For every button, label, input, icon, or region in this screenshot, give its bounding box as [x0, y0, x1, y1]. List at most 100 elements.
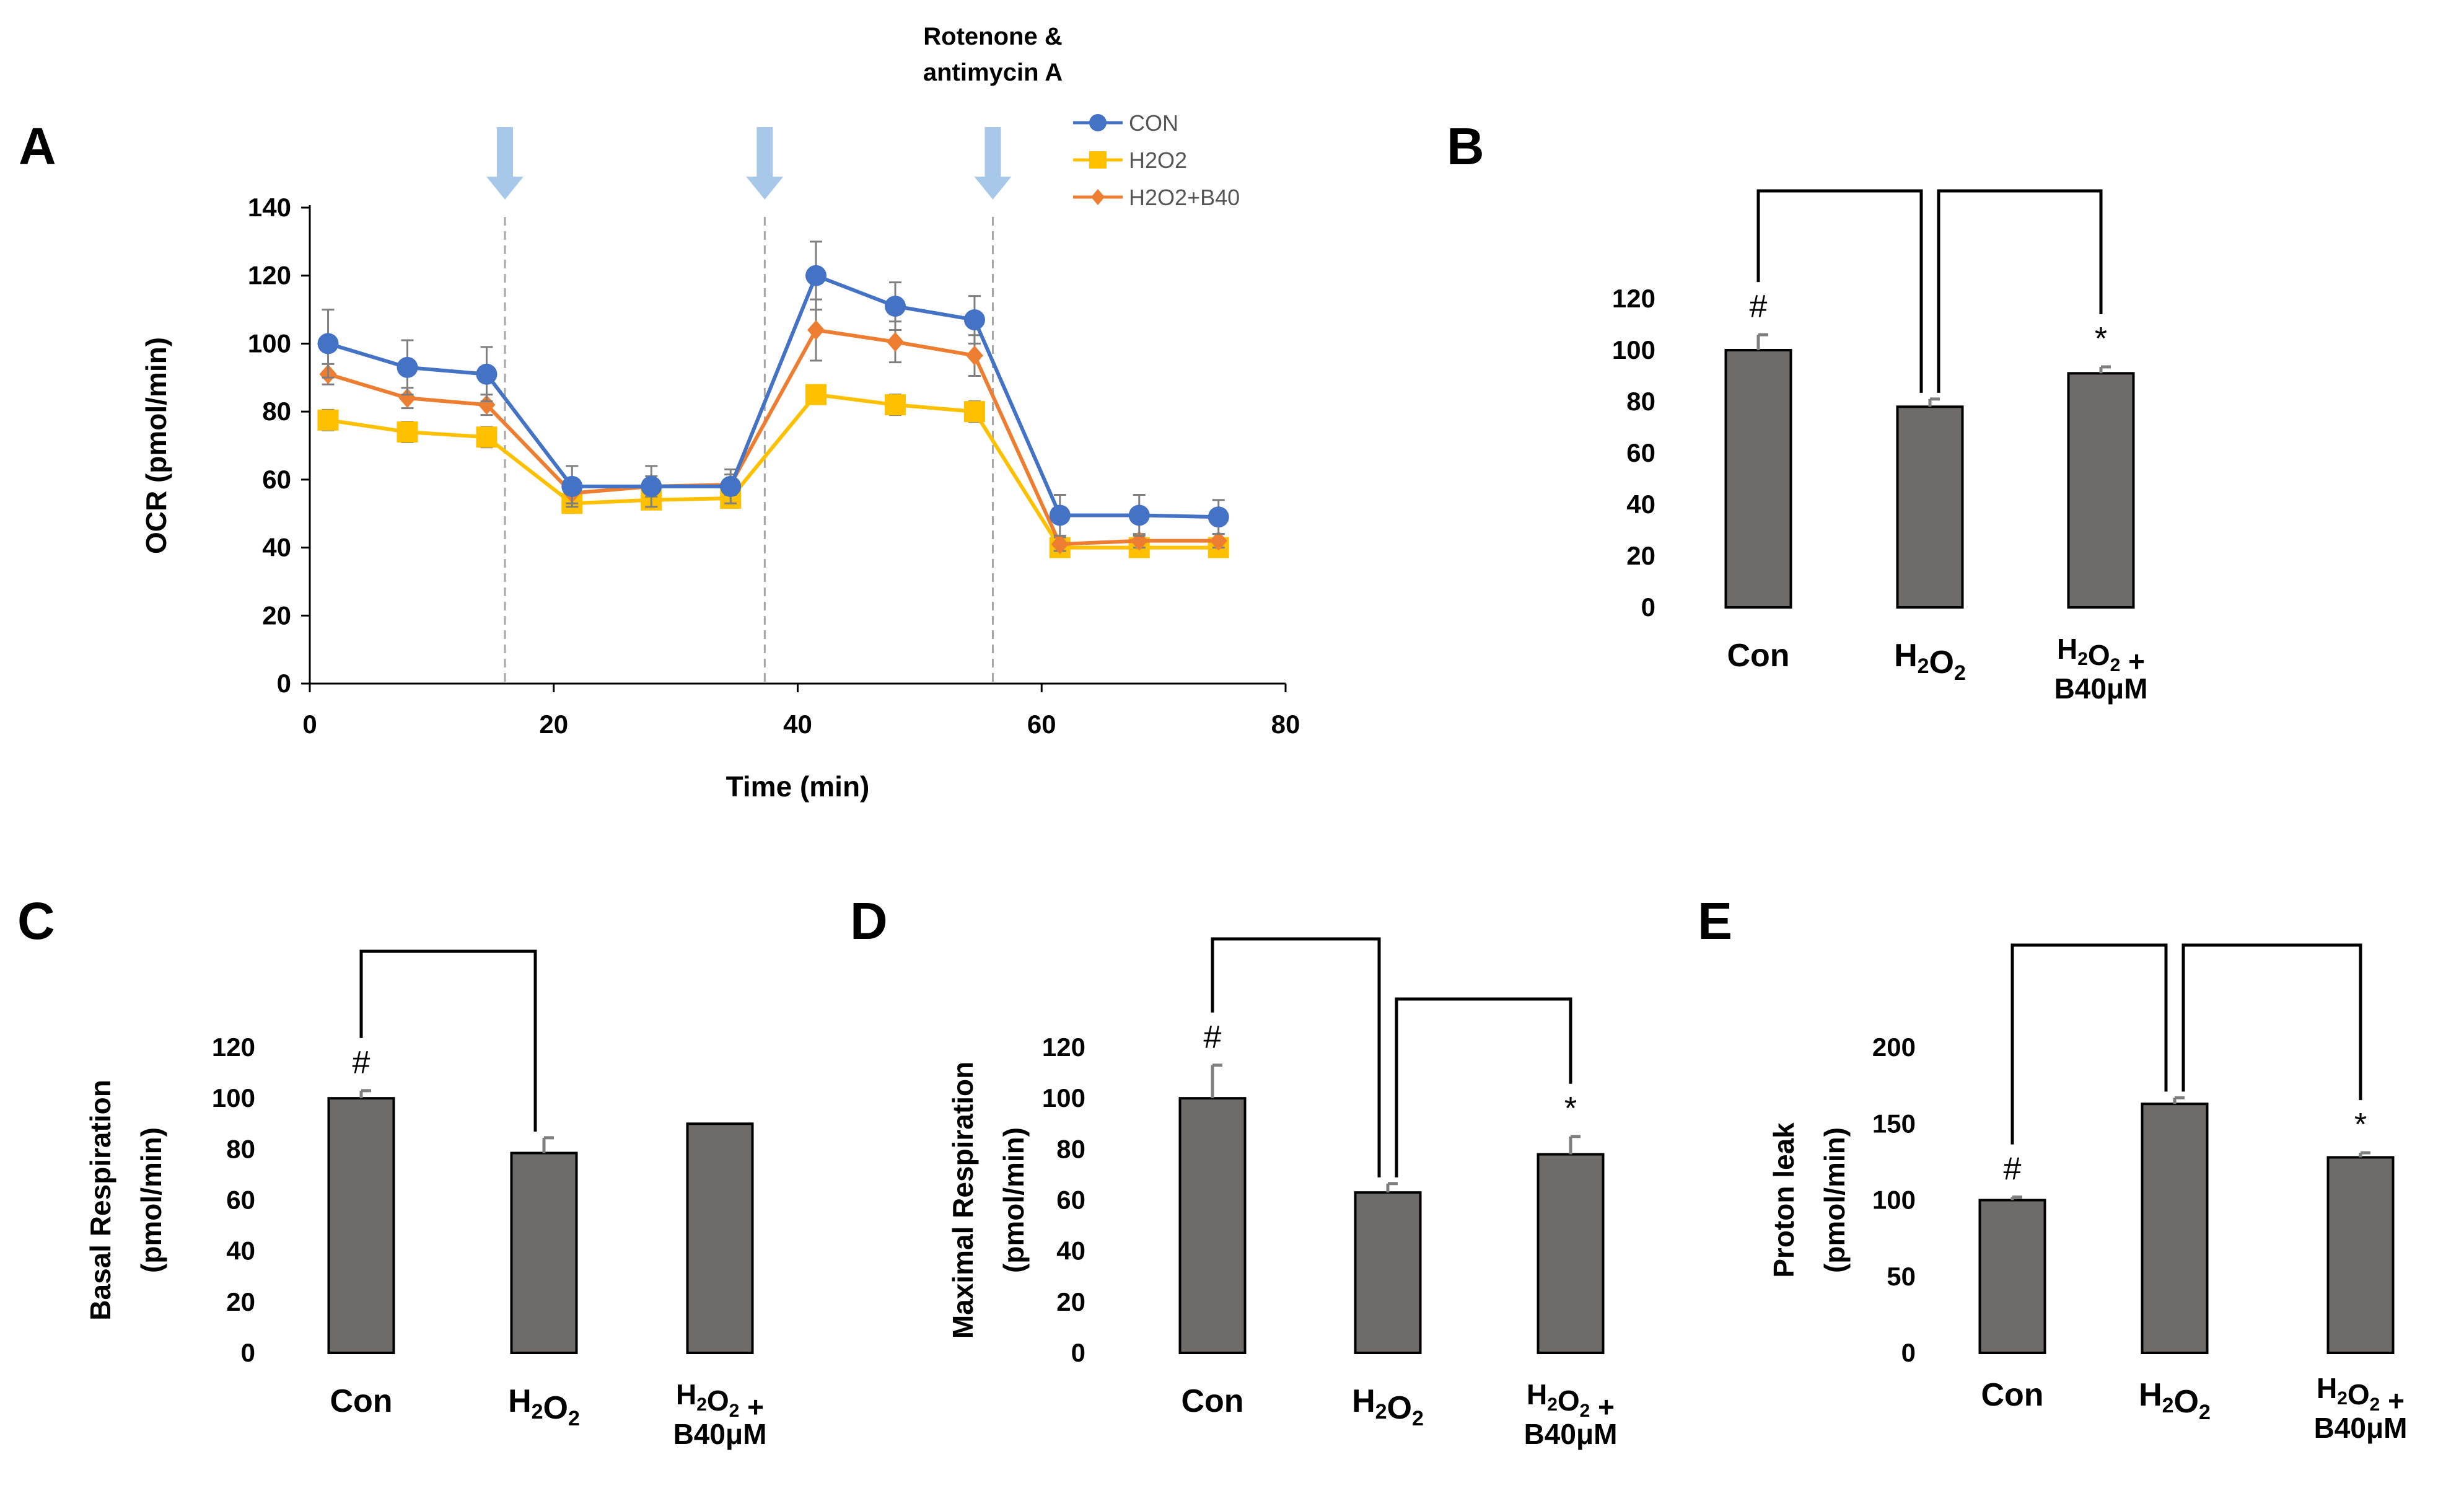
y-tick-label: 0: [1901, 1338, 1916, 1367]
significance-mark: #: [1750, 289, 1768, 325]
y-axis-title: OCR (pmol/min): [140, 337, 172, 554]
category-label: Con: [1981, 1377, 2043, 1413]
category-label: H2O2: [2139, 1377, 2211, 1424]
data-point: [720, 475, 742, 497]
panel-letter-c: C: [17, 892, 55, 950]
data-point: [1051, 534, 1069, 555]
x-tick-label: 20: [539, 710, 568, 739]
y-tick-label: 150: [1872, 1109, 1916, 1138]
y-tick-label: 0: [277, 669, 291, 698]
significance-mark: *: [2354, 1107, 2367, 1143]
y-tick-label: 60: [262, 465, 291, 494]
category-label: Con: [1727, 638, 1789, 674]
data-point: [478, 395, 496, 415]
bar-2: [2141, 1103, 2209, 1354]
significance-bracket: [1211, 937, 1381, 1178]
significance-mark: #: [1204, 1019, 1222, 1055]
category-label: Con: [1181, 1383, 1243, 1419]
significance-mark: *: [1564, 1091, 1577, 1127]
category-label: H2O2: [508, 1383, 580, 1430]
panel-letter-b: B: [1447, 117, 1484, 175]
data-point: [397, 356, 418, 378]
significance-mark: #: [353, 1045, 370, 1081]
y-tick-label: 40: [1056, 1236, 1085, 1266]
significance-bracket: [1937, 189, 2103, 393]
bar-1: [1178, 1097, 1247, 1354]
y-tick-label: 100: [1612, 335, 1655, 364]
category-label-line2: B40μM: [1524, 1418, 1618, 1450]
series-line-h2o2-b40: [327, 328, 1219, 547]
category-label-line2: B40μM: [2054, 672, 2148, 705]
category-label: H2O2 +: [1527, 1378, 1615, 1423]
x-tick-label: 40: [783, 710, 812, 739]
y-tick-label: 80: [1626, 387, 1655, 416]
category-label: H2O2: [1894, 638, 1966, 685]
y-tick-label: 100: [248, 328, 291, 358]
panel-c: C 0 20 40 60 80 100 120 Basal Respiration (pmol/m…: [17, 892, 766, 1450]
series-line-con: [327, 273, 1219, 519]
y-axis-title: Proton leak (pmol/min): [1768, 1122, 1851, 1278]
series-line-h2o2: [328, 392, 1219, 550]
y-tick-label: 80: [262, 397, 291, 426]
injection-arrow-shaft: [497, 127, 513, 180]
data-point: [476, 363, 498, 385]
y-tick-label: 120: [248, 261, 291, 290]
y-tick-label: 60: [1626, 438, 1655, 467]
injection-arrow-head: [974, 177, 1012, 200]
y-tick-label: 100: [1042, 1083, 1085, 1112]
y-tick-label: 0: [1641, 592, 1655, 622]
significance-mark: #: [2004, 1151, 2022, 1187]
injection-label: Rotenone & antimycin A: [923, 23, 1063, 86]
y-tick-label: 60: [1056, 1186, 1085, 1215]
data-point: [1209, 530, 1227, 551]
y-tick-label: 80: [226, 1134, 255, 1163]
significance-bracket: [359, 949, 537, 1132]
injection-arrow-head: [746, 177, 784, 200]
bar-2: [1896, 405, 1964, 609]
data-point: [805, 265, 827, 286]
bar-1: [1724, 349, 1792, 609]
legend-label: H2O2: [1129, 147, 1187, 173]
bar-1: [327, 1097, 395, 1354]
y-tick-label: 120: [1042, 1032, 1085, 1062]
y-tick-label: 0: [1071, 1338, 1085, 1367]
category-label: H2O2 +: [676, 1378, 764, 1423]
data-point: [885, 394, 906, 416]
data-point: [1049, 504, 1071, 526]
bar-3: [2067, 372, 2135, 609]
significance-bracket: [1395, 997, 1572, 1178]
bar-3: [1537, 1153, 1605, 1355]
injection-arrow-shaft: [984, 127, 1001, 180]
category-label: H2O2: [1352, 1383, 1424, 1430]
data-point: [1208, 506, 1229, 528]
data-point: [641, 475, 662, 497]
y-tick-label: 40: [262, 533, 291, 562]
legend-marker: [1089, 151, 1107, 169]
category-label: H2O2 +: [2317, 1372, 2405, 1417]
y-tick-label: 200: [1872, 1032, 1916, 1062]
data-point: [398, 388, 416, 408]
data-point: [885, 296, 906, 317]
panel-a: A 0 20 40 60 80 100 120 140 0 20 40 60 80 Time (min) OC…: [19, 23, 1300, 803]
y-tick-label: 60: [226, 1186, 255, 1215]
data-point: [317, 333, 339, 354]
significance-bracket: [1756, 189, 1923, 393]
y-tick-label: 100: [212, 1083, 255, 1112]
panel-letter-e: E: [1698, 892, 1732, 950]
panel-d: D 0 20 40 60 80 100 120 Maximal Respiration (pmol…: [850, 892, 1617, 1450]
data-point: [397, 421, 418, 443]
y-tick-label: 20: [1056, 1287, 1085, 1316]
y-tick-label: 40: [1626, 490, 1655, 519]
data-point: [561, 475, 583, 497]
injection-arrow-head: [486, 177, 524, 200]
category-label: H2O2 +: [2057, 633, 2145, 677]
bar-1: [1978, 1199, 2046, 1354]
y-axis-title: Basal Respiration (pmol/min): [84, 1080, 167, 1321]
category-label: Con: [330, 1383, 392, 1419]
y-tick-label: 80: [1056, 1134, 1085, 1163]
data-point: [963, 401, 985, 423]
data-point: [965, 345, 983, 366]
